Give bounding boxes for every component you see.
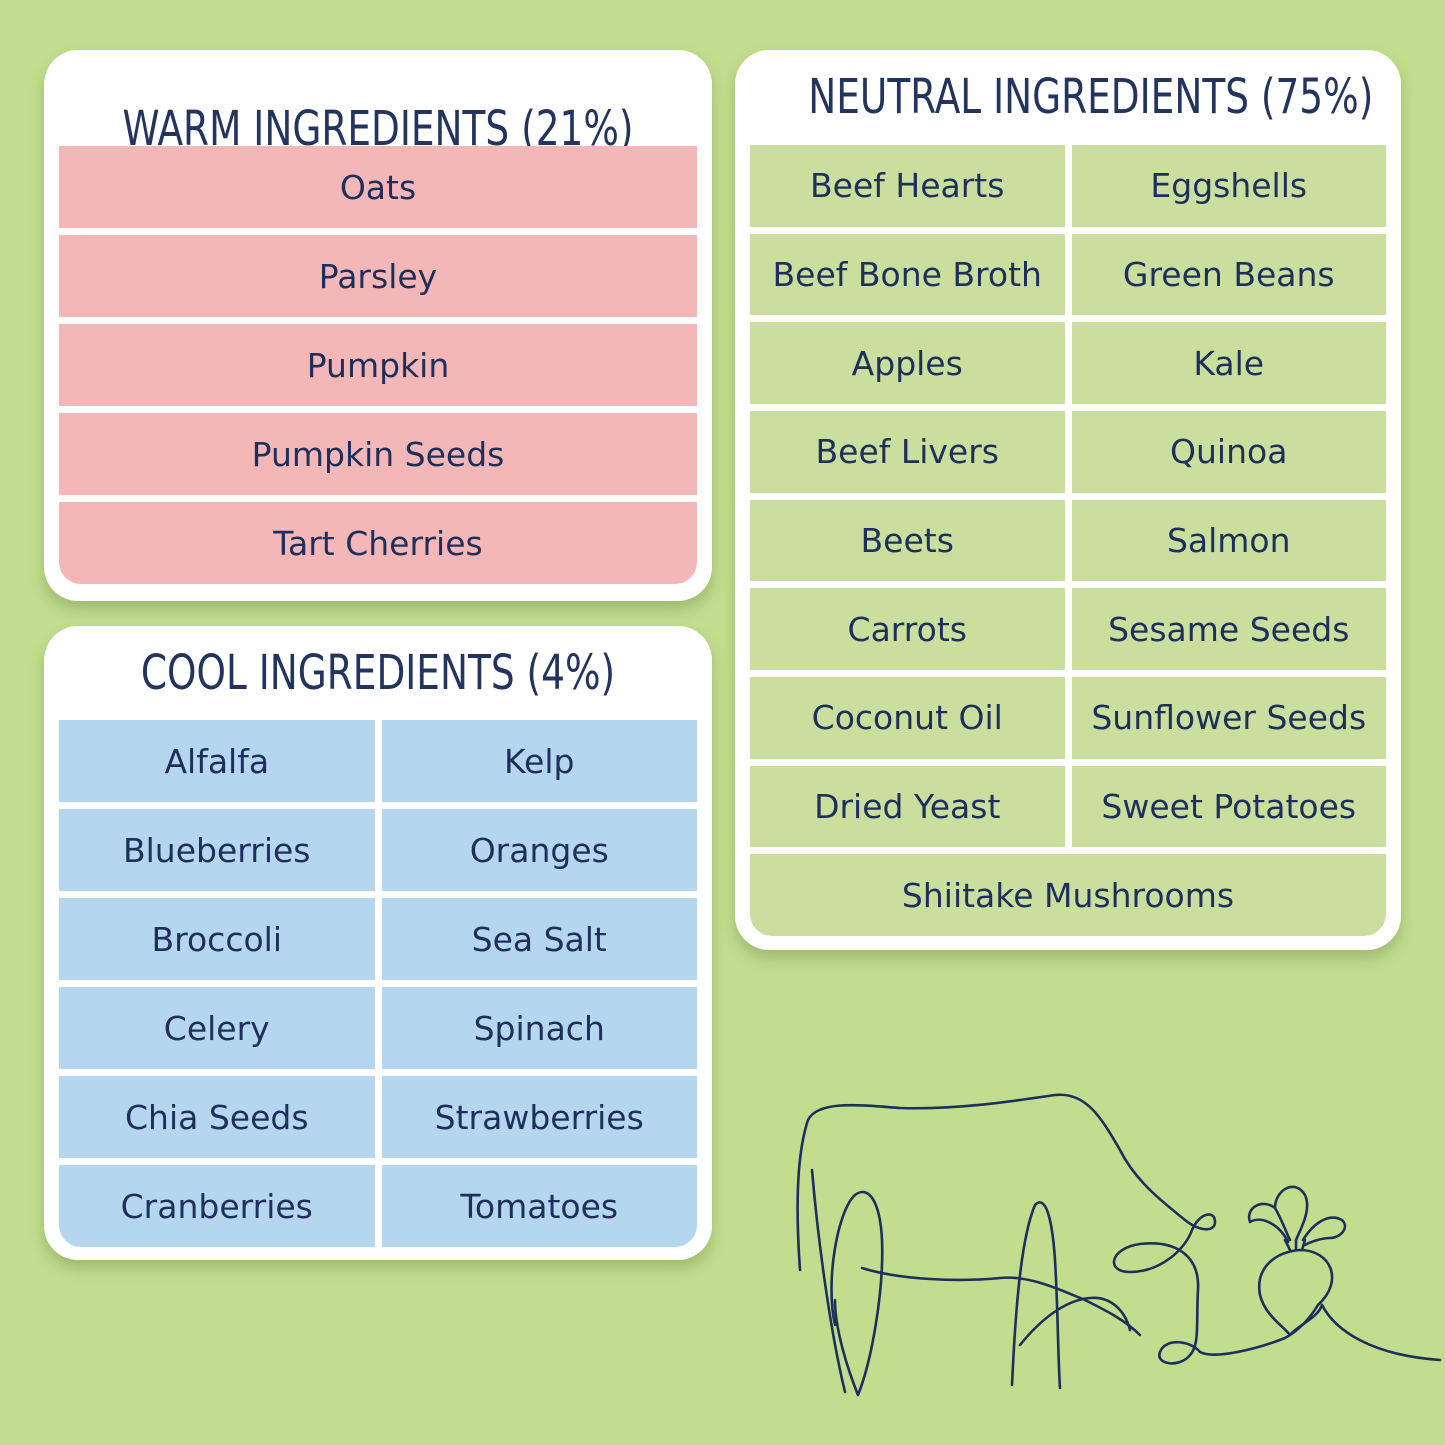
neutral-item-sunflower-seeds: Sunflower Seeds bbox=[1071, 676, 1386, 759]
neutral-ingredients-card: NEUTRAL INGREDIENTS (75%) Beef Hearts Eg… bbox=[735, 50, 1401, 950]
cool-item-oranges: Oranges bbox=[381, 809, 697, 891]
cool-item-spinach: Spinach bbox=[381, 987, 697, 1069]
warm-list: Oats Parsley Pumpkin Pumpkin Seeds Tart … bbox=[59, 146, 697, 584]
neutral-item-sesame-seeds: Sesame Seeds bbox=[1071, 588, 1386, 670]
cool-item-strawberries: Strawberries bbox=[381, 1076, 697, 1158]
warm-item-pumpkin-seeds: Pumpkin Seeds bbox=[59, 413, 697, 495]
neutral-item-beef-livers: Beef Livers bbox=[750, 410, 1065, 493]
neutral-item-beets: Beets bbox=[750, 499, 1065, 582]
cool-item-chia-seeds: Chia Seeds bbox=[59, 1076, 375, 1158]
cool-list: Alfalfa Kelp Blueberries Oranges Broccol… bbox=[59, 720, 697, 1247]
warm-item-oats: Oats bbox=[59, 146, 697, 228]
neutral-item-apples: Apples bbox=[750, 322, 1065, 404]
neutral-item-salmon: Salmon bbox=[1071, 499, 1386, 582]
neutral-item-coconut-oil: Coconut Oil bbox=[750, 676, 1065, 759]
cool-item-blueberries: Blueberries bbox=[59, 809, 375, 891]
warm-item-pumpkin: Pumpkin bbox=[59, 324, 697, 406]
cool-item-alfalfa: Alfalfa bbox=[59, 720, 375, 802]
cool-item-tomatoes: Tomatoes bbox=[381, 1165, 697, 1247]
warm-item-parsley: Parsley bbox=[59, 235, 697, 317]
neutral-item-shiitake-mushrooms: Shiitake Mushrooms bbox=[750, 854, 1386, 936]
cool-item-celery: Celery bbox=[59, 987, 375, 1069]
beet-line-icon bbox=[1257, 1248, 1442, 1362]
cool-item-sea-salt: Sea Salt bbox=[381, 898, 697, 980]
neutral-item-green-beans: Green Beans bbox=[1071, 233, 1386, 316]
neutral-item-quinoa: Quinoa bbox=[1071, 410, 1386, 493]
neutral-list: Beef Hearts Eggshells Beef Bone Broth Gr… bbox=[750, 145, 1386, 936]
neutral-item-sweet-potatoes: Sweet Potatoes bbox=[1071, 765, 1386, 848]
warm-item-tart-cherries: Tart Cherries bbox=[59, 502, 697, 584]
neutral-item-eggshells: Eggshells bbox=[1071, 145, 1386, 227]
neutral-item-beef-bone-broth: Beef Bone Broth bbox=[750, 233, 1065, 316]
neutral-item-beef-hearts: Beef Hearts bbox=[750, 145, 1065, 227]
cool-item-broccoli: Broccoli bbox=[59, 898, 375, 980]
neutral-item-kale: Kale bbox=[1071, 322, 1386, 404]
cool-item-kelp: Kelp bbox=[381, 720, 697, 802]
cool-title: COOL INGREDIENTS (4%) bbox=[140, 645, 616, 701]
cool-ingredients-card: COOL INGREDIENTS (4%) Alfalfa Kelp Blueb… bbox=[44, 626, 712, 1260]
cow-line-icon bbox=[796, 1093, 1320, 1365]
neutral-item-dried-yeast: Dried Yeast bbox=[750, 765, 1065, 848]
cool-item-cranberries: Cranberries bbox=[59, 1165, 375, 1247]
neutral-title: NEUTRAL INGREDIENTS (75%) bbox=[808, 69, 1374, 125]
neutral-item-carrots: Carrots bbox=[750, 588, 1065, 670]
warm-ingredients-card: WARM INGREDIENTS (21%) Oats Parsley Pump… bbox=[44, 50, 712, 601]
